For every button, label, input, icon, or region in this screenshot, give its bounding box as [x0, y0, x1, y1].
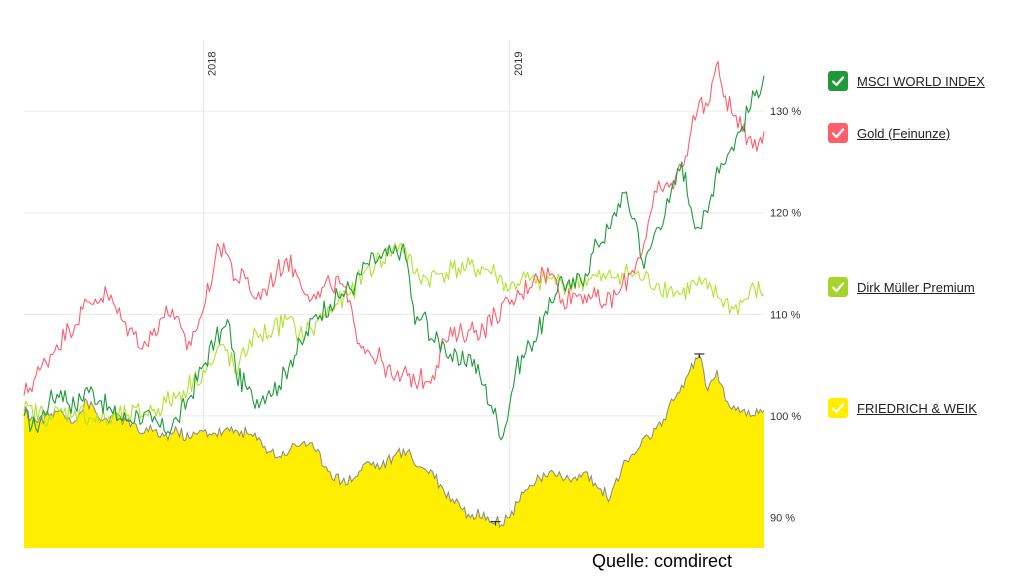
check-icon — [831, 403, 845, 414]
axis-layer: 90 % 100 % 110 % 120 % 130 % 2018 2019 — [207, 52, 801, 526]
year-label-2019: 2019 — [513, 52, 525, 76]
legend-label-dirk-mueller-premium[interactable]: Dirk Müller Premium — [857, 279, 975, 295]
series-area-friedrich-weik — [24, 355, 764, 548]
y-tick-label-130: 130 % — [770, 106, 801, 118]
legend-item-msci-world-index[interactable]: MSCI WORLD INDEX — [828, 71, 985, 91]
checkbox-gold[interactable] — [828, 123, 848, 143]
checkbox-dirk-mueller-premium[interactable] — [828, 277, 848, 297]
check-icon — [831, 282, 845, 293]
checkbox-msci-world-index[interactable] — [828, 71, 848, 91]
check-icon — [831, 76, 845, 87]
check-icon — [831, 128, 845, 139]
y-tick-label-90: 90 % — [770, 513, 795, 525]
legend-label-msci-world-index[interactable]: MSCI WORLD INDEX — [857, 73, 985, 89]
legend-item-dirk-mueller-premium[interactable]: Dirk Müller Premium — [828, 277, 975, 297]
series-line-friedrich-weik — [23, 353, 765, 528]
series-layer — [23, 60, 765, 548]
y-tick-label-100: 100 % — [770, 411, 801, 423]
legend-label-friedrich-weik[interactable]: FRIEDRICH & WEIK — [857, 400, 977, 416]
year-label-2018: 2018 — [207, 52, 219, 76]
series-line-gold-feinunze — [23, 60, 765, 396]
y-tick-label-110: 110 % — [770, 309, 801, 321]
legend-item-friedrich-weik[interactable]: FRIEDRICH & WEIK — [828, 398, 977, 418]
series-line-msci-world-index — [23, 75, 765, 441]
grid-lines — [24, 40, 764, 548]
legend-label-gold[interactable]: Gold (Feinunze) — [857, 125, 951, 141]
legend-item-gold[interactable]: Gold (Feinunze) — [828, 123, 950, 143]
source-caption: Quelle: comdirect — [592, 551, 733, 571]
series-line-dirk-m-ller-premium — [23, 242, 765, 427]
checkbox-friedrich-weik[interactable] — [828, 398, 848, 418]
y-tick-label-120: 120 % — [770, 208, 801, 220]
